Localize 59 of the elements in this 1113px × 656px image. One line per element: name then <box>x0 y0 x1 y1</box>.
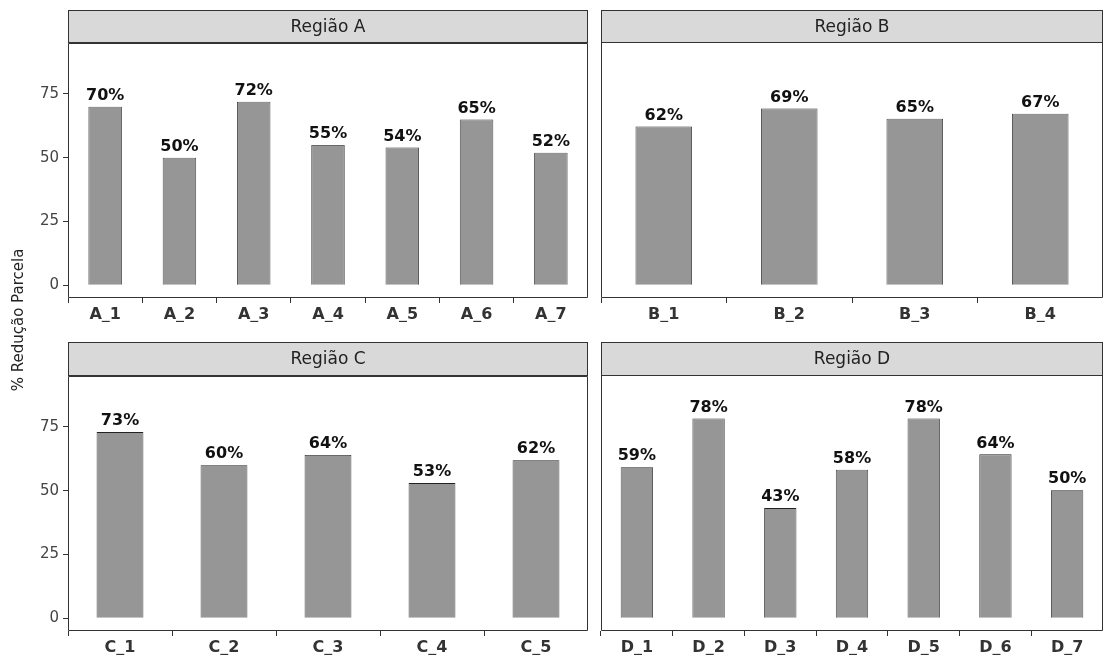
data-label: 65% <box>895 96 934 116</box>
x-tick-label: C_2 <box>208 636 240 656</box>
chart-title: Região C <box>68 342 588 376</box>
y-tick-label: 75 <box>39 83 59 102</box>
y-tick-label: 50 <box>39 147 59 166</box>
x-tick-label: D_2 <box>692 636 725 656</box>
x-tick-label: C_3 <box>312 636 344 656</box>
data-label: 78% <box>904 396 943 416</box>
x-tick-label: D_1 <box>620 636 654 656</box>
x-tick-label: D_4 <box>835 636 869 656</box>
data-label: 64% <box>308 433 348 453</box>
chart-title: Região A <box>68 10 588 43</box>
y-tick-label: 75 <box>39 416 59 435</box>
data-label: 78% <box>689 396 728 416</box>
x-tick-label: D_5 <box>907 636 940 656</box>
x-tick-label: A_1 <box>89 303 121 323</box>
x-tick-label: B_2 <box>773 303 805 323</box>
data-label: 62% <box>644 104 683 124</box>
data-label: 67% <box>1021 91 1060 111</box>
y-axis-title: % Redução Parcela <box>9 248 27 392</box>
chart-title: Região D <box>601 342 1103 376</box>
data-label: 73% <box>100 410 140 430</box>
x-tick-label: A_5 <box>386 303 419 323</box>
data-label: 62% <box>516 438 556 458</box>
data-label: 52% <box>531 130 571 150</box>
data-label: 58% <box>832 447 872 467</box>
x-tick-label: A_3 <box>237 303 270 323</box>
data-label: 53% <box>412 461 452 481</box>
data-label: 54% <box>383 125 422 145</box>
x-tick-label: D_7 <box>1050 636 1084 656</box>
data-label: 65% <box>457 97 496 117</box>
x-tick-label: B_4 <box>1024 303 1056 323</box>
data-label: 50% <box>1047 468 1087 488</box>
x-tick-label: C_5 <box>520 636 552 656</box>
data-label: 43% <box>761 486 800 506</box>
data-label: 55% <box>308 123 348 143</box>
data-label: 64% <box>976 432 1015 452</box>
y-tick-label: 0 <box>49 608 59 627</box>
x-tick-label: D_3 <box>764 636 797 656</box>
x-tick-label: D_6 <box>979 636 1012 656</box>
x-tick-label: A_4 <box>312 303 344 323</box>
data-label: 72% <box>234 79 273 99</box>
y-tick-label: 25 <box>39 544 59 563</box>
x-tick-label: C_1 <box>104 636 136 656</box>
data-label: 59% <box>617 445 657 465</box>
x-tick-label: A_7 <box>535 303 567 323</box>
y-tick-label: 50 <box>39 480 59 499</box>
x-tick-label: C_4 <box>416 636 448 656</box>
chart-title: Região B <box>601 10 1103 43</box>
data-label: 50% <box>160 135 199 155</box>
x-tick-label: A_2 <box>163 303 196 323</box>
x-tick-label: A_6 <box>460 303 493 323</box>
x-tick-label: B_1 <box>648 303 680 323</box>
y-tick-label: 0 <box>49 275 59 294</box>
data-label: 70% <box>85 84 125 104</box>
data-label: 60% <box>204 443 244 463</box>
data-label: 69% <box>770 86 809 106</box>
y-tick-label: 25 <box>39 211 59 230</box>
x-tick-label: B_3 <box>899 303 931 323</box>
